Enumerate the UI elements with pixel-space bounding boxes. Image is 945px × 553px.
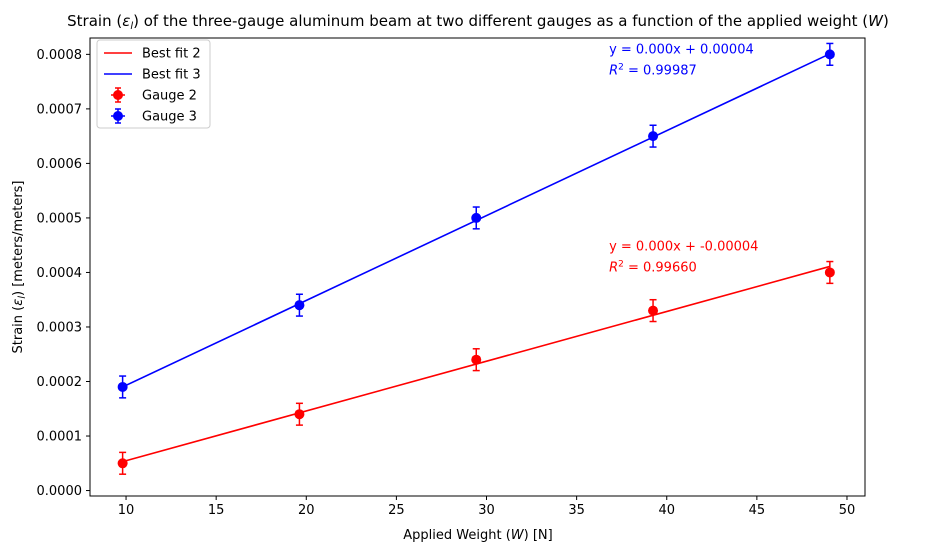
x-axis: 10 15 20 25 30 35 40 45 50: [118, 496, 855, 518]
x-tick-label: 10: [118, 503, 135, 518]
x-axis-label: Applied Weight (W) [N]: [403, 528, 552, 543]
plot-frame: [89, 37, 866, 497]
y-tick-label: 0.0008: [37, 48, 83, 63]
legend-symbol: [111, 108, 125, 124]
legend: Best fit 2 Best fit 3 Gauge 2 Gauge 3: [96, 39, 211, 129]
x-tick-label: 20: [298, 503, 315, 518]
fit-r-squared: R2 = 0.99987: [609, 62, 697, 78]
y-tick-label: 0.0001: [37, 430, 83, 445]
chart-title: Strain (εl) of the three-gauge aluminum …: [67, 12, 889, 32]
y-tick-label: 0.0007: [37, 102, 83, 117]
y-tick-label: 0.0004: [37, 266, 83, 281]
x-tick-label: 50: [839, 503, 856, 518]
legend-box: [96, 39, 211, 129]
legend-label: Best fit 3: [142, 68, 201, 83]
y-axis-label: Strain (εl) [meters/meters]: [11, 180, 28, 353]
data-point: [117, 381, 128, 392]
legend-label: Gauge 2: [142, 89, 197, 104]
y-tick-label: 0.0002: [37, 375, 83, 390]
data-point: [117, 458, 128, 469]
x-tick-label: 15: [208, 503, 225, 518]
data-point: [294, 409, 305, 420]
y-tick-label: 0.0006: [37, 157, 83, 172]
legend-marker: [113, 90, 123, 100]
y-tick-label: 0.0005: [37, 211, 83, 226]
y-tick-label: 0.0000: [37, 484, 83, 499]
y-tick-label: 0.0003: [37, 320, 83, 335]
data-point: [648, 131, 659, 142]
fit-r-squared: R2 = 0.99660: [609, 260, 697, 276]
y-axis: 0.0000 0.0001 0.0002 0.0003 0.0004 0.0005 0.00…: [37, 48, 90, 499]
fit-equation: y = 0.000x + 0.00004: [609, 42, 754, 57]
data-point: [471, 212, 482, 223]
x-tick-label: 40: [658, 503, 675, 518]
data-point: [648, 305, 659, 316]
data-point: [824, 49, 835, 60]
x-tick-label: 25: [388, 503, 405, 518]
fit-equation: y = 0.000x + -0.00004: [609, 240, 758, 255]
data-point: [824, 267, 835, 278]
legend-marker: [113, 111, 123, 121]
legend-label: Gauge 3: [142, 110, 197, 125]
data-point: [471, 354, 482, 365]
fit-annotations: y = 0.000x + -0.00004 R2 = 0.99660 y = 0.0…: [609, 42, 758, 275]
x-tick-label: 30: [478, 503, 495, 518]
plot-area: [117, 42, 835, 475]
legend-label: Best fit 2: [142, 47, 201, 62]
legend-symbol: [111, 87, 125, 103]
data-point: [294, 300, 305, 311]
x-tick-label: 45: [749, 503, 766, 518]
x-tick-label: 35: [568, 503, 585, 518]
